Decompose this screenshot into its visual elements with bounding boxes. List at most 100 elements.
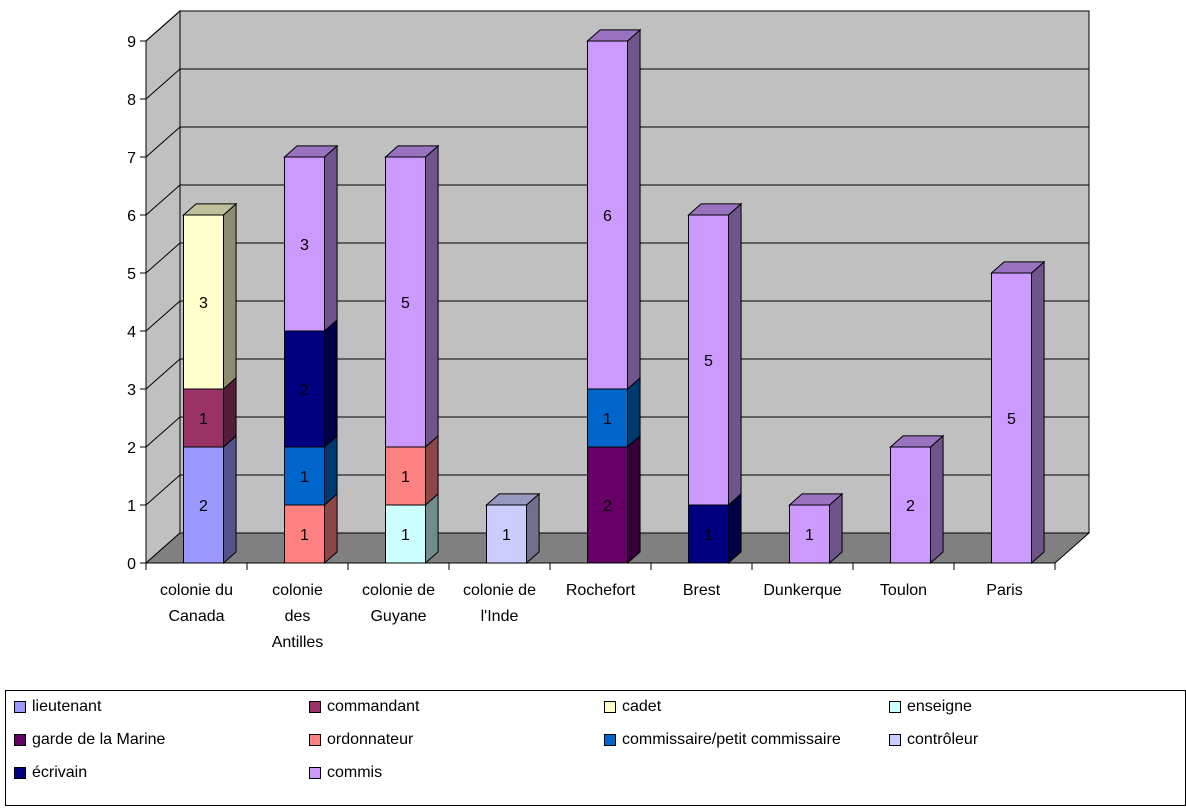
legend-swatch	[889, 734, 901, 746]
legend-swatch	[309, 701, 321, 713]
gridline	[145, 416, 1089, 448]
legend-swatch	[14, 767, 26, 779]
data-label: 1	[603, 411, 612, 428]
x-tick-label: Dunkerque	[763, 582, 841, 599]
bar-side	[223, 376, 237, 449]
y-tick-label: 9	[127, 34, 136, 51]
x-tick-label: des	[285, 608, 311, 625]
legend-item: garde de la Marine	[14, 730, 165, 750]
gridline	[145, 242, 1089, 274]
legend-label: commandant	[327, 698, 420, 715]
bar-side	[324, 144, 338, 333]
y-tick-label: 4	[127, 324, 136, 341]
bar-side	[627, 434, 641, 565]
y-tick-label: 8	[127, 92, 136, 109]
bar-side	[829, 492, 843, 565]
data-label: 3	[300, 237, 309, 254]
data-label: 2	[199, 498, 208, 515]
x-tick-label: Toulon	[880, 582, 927, 599]
side-wall	[145, 9, 181, 565]
x-tick-label: Guyane	[370, 608, 426, 625]
bar-side	[324, 492, 338, 565]
bar-side	[728, 202, 742, 507]
legend-item: écrivain	[14, 763, 87, 783]
bar-side	[223, 434, 237, 565]
bar-segment	[486, 504, 527, 564]
legend-label: écrivain	[32, 764, 88, 781]
bar-side	[930, 434, 944, 565]
bar-top	[889, 435, 945, 448]
data-label: 1	[704, 527, 713, 544]
bar-top	[788, 493, 844, 506]
bar-top	[687, 203, 743, 216]
legend-item: cadet	[604, 697, 661, 717]
gridline	[145, 358, 1089, 390]
legend-label: cadet	[622, 698, 662, 715]
data-label: 2	[300, 382, 309, 399]
bar-segment	[385, 504, 426, 564]
legend-label: commis	[327, 764, 383, 781]
legend-item: commissaire/petit commissaire	[604, 730, 841, 750]
legend-label: contrôleur	[907, 731, 979, 748]
bar-side	[425, 492, 439, 565]
legend-label: garde de la Marine	[32, 731, 166, 748]
data-label: 1	[300, 469, 309, 486]
bar-side	[324, 434, 338, 507]
bar-side	[627, 376, 641, 449]
gridline	[145, 10, 1089, 42]
chart: 0 1 2 3 4 5 6 7 8 9 colonie du Canada colonie des Anti…	[127, 9, 1091, 651]
legend-swatch	[309, 734, 321, 746]
data-label: 2	[603, 498, 612, 515]
gridline	[145, 68, 1089, 100]
data-label: 1	[300, 527, 309, 544]
legend-item: lieutenant	[14, 697, 101, 717]
legend-item: enseigne	[889, 697, 972, 717]
y-tick-label: 5	[127, 266, 136, 283]
y-tick-label: 2	[127, 440, 136, 457]
legend-label: commissaire/petit commissaire	[622, 731, 841, 748]
bar-segment	[385, 446, 426, 506]
y-tick-label: 6	[127, 208, 136, 225]
legend-label: enseigne	[907, 698, 972, 715]
bar-segment	[183, 214, 224, 390]
bar-top	[586, 29, 642, 42]
y-tick-label: 3	[127, 382, 136, 399]
x-tick-label: colonie	[272, 582, 323, 599]
x-tick-label: Brest	[683, 582, 721, 599]
data-label: 5	[704, 353, 713, 370]
x-tick-label: Canada	[168, 608, 224, 625]
x-tick-label: Rochefort	[566, 582, 636, 599]
data-label: 1	[199, 411, 208, 428]
data-label: 5	[1007, 411, 1016, 428]
legend-swatch	[604, 734, 616, 746]
data-label: 1	[401, 527, 410, 544]
bar-side	[526, 492, 540, 565]
legend-label: ordonnateur	[327, 731, 414, 748]
data-label: 1	[805, 527, 814, 544]
bar-segment	[991, 272, 1032, 564]
bar-top	[990, 261, 1046, 274]
legend-swatch	[309, 767, 321, 779]
bar-side	[425, 144, 439, 449]
bar-top	[485, 493, 541, 506]
x-tick-label: l'Inde	[481, 608, 519, 625]
legend-item: ordonnateur	[309, 730, 413, 750]
x-tick-label: colonie de	[463, 582, 536, 599]
data-label: 2	[906, 498, 915, 515]
gridline	[145, 184, 1089, 216]
data-label: 1	[401, 469, 410, 486]
legend-item: commis	[309, 763, 382, 783]
bar-top	[384, 145, 440, 158]
gridline	[145, 474, 1089, 506]
legend-swatch	[889, 701, 901, 713]
y-tick-label: 1	[127, 498, 136, 515]
bar-side	[627, 28, 641, 391]
gridline	[145, 300, 1089, 332]
gridline	[145, 126, 1089, 158]
x-tick-label: colonie de	[362, 582, 435, 599]
legend-swatch	[604, 701, 616, 713]
legend-item: contrôleur	[889, 730, 978, 750]
bar-side	[324, 318, 338, 449]
bar-segment	[688, 504, 729, 564]
legend-swatch	[14, 734, 26, 746]
